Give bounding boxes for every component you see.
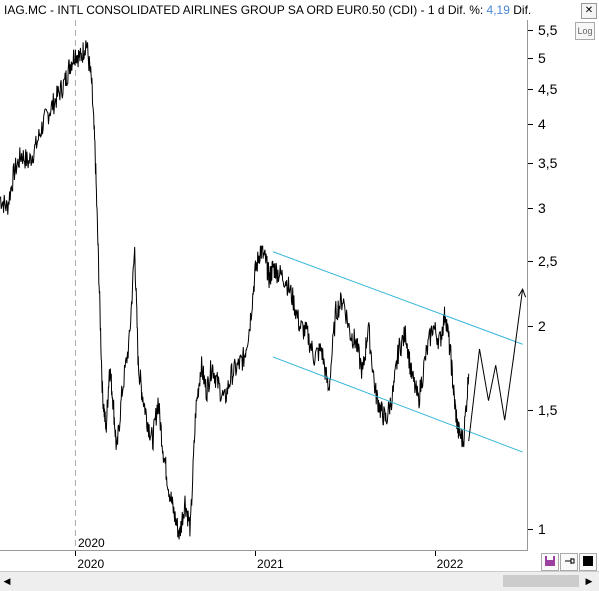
scroll-thumb[interactable]	[503, 575, 579, 587]
y-tick-mark	[528, 260, 533, 262]
y-tick-label: 4	[538, 115, 546, 132]
y-tick-label: 2,5	[538, 252, 558, 269]
y-tick-mark	[528, 89, 533, 91]
y-tick-label: 3	[538, 199, 546, 216]
x-tick-label: 2020	[77, 557, 105, 571]
title-suffix: Dif.	[509, 3, 532, 17]
title-bar: IAG.MC - INTL CONSOLIDATED AIRLINES GROU…	[0, 0, 599, 20]
y-axis: 1 1,5 2 2,5 3 3,5 4 4,5 5 5,5	[528, 20, 599, 550]
y-tick-mark	[528, 207, 533, 209]
x-tick-label: 2022	[436, 557, 464, 571]
log-scale-button[interactable]: Log	[575, 22, 595, 40]
y-tick-mark	[528, 123, 533, 125]
y-tick-label: 5,5	[538, 22, 558, 39]
projection-drawing-line[interactable]	[468, 289, 524, 442]
horizontal-scrollbar[interactable]: ◀ ▶	[0, 571, 599, 591]
color-swatch-icon[interactable]	[579, 553, 597, 571]
chart-title: IAG.MC - INTL CONSOLIDATED AIRLINES GROU…	[4, 3, 531, 17]
channel-upper-line[interactable]	[272, 251, 523, 345]
scroll-left-icon[interactable]: ◀	[3, 576, 11, 586]
y-tick-mark	[528, 30, 533, 32]
y-tick-label: 1	[538, 520, 546, 537]
y-tick-label: 2	[538, 318, 546, 335]
y-tick-mark	[528, 58, 533, 60]
scroll-right-icon[interactable]: ▶	[585, 576, 593, 586]
x-tick-mark	[255, 551, 257, 556]
y-tick-label: 5	[538, 50, 546, 67]
price-chart[interactable]	[0, 0, 528, 550]
save-icon[interactable]	[541, 553, 559, 571]
x-tick-label: 2021	[257, 557, 284, 571]
y-tick-mark	[528, 162, 533, 164]
y-tick-mark	[528, 410, 533, 412]
y-tick-label: 4,5	[538, 81, 558, 98]
year-marker: 2020	[78, 536, 105, 550]
x-tick-mark	[75, 551, 77, 556]
price-series-line	[0, 40, 470, 540]
x-axis: 2020 2021 2022	[0, 550, 528, 571]
plot-area	[0, 20, 528, 550]
y-tick-label: 1,5	[538, 402, 558, 419]
channel-lower-line[interactable]	[272, 356, 523, 453]
y-tick-mark	[528, 326, 533, 328]
projection-arrowhead	[518, 287, 527, 298]
title-prefix: IAG.MC - INTL CONSOLIDATED AIRLINES GROU…	[4, 3, 487, 17]
pct-change: 4,19	[486, 3, 510, 17]
close-icon[interactable]: ✕	[581, 3, 597, 19]
y-tick-mark	[528, 528, 533, 530]
pin-icon[interactable]	[560, 553, 578, 571]
y-tick-label: 3,5	[538, 154, 558, 171]
x-tick-mark	[434, 551, 436, 556]
